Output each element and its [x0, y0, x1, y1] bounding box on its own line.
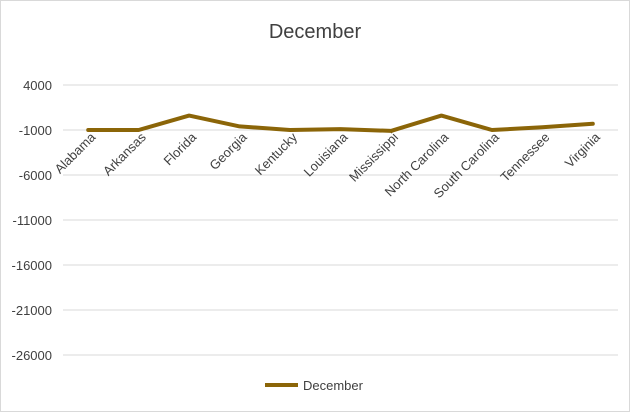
x-tick-label: Florida: [161, 129, 200, 168]
y-tick-label: -26000: [12, 348, 52, 363]
gridlines: [63, 84, 618, 356]
y-tick-label: -6000: [19, 168, 52, 183]
x-tick-label: Tennessee: [497, 130, 552, 185]
series-line: [86, 113, 595, 133]
y-tick-label: -16000: [12, 258, 52, 273]
x-tick-label: Virginia: [562, 129, 604, 171]
y-tick-label: -21000: [12, 303, 52, 318]
chart-title: December: [269, 21, 362, 43]
x-axis-ticks: Alabama Arkansas Florida Georgia Kentucky Lou…: [51, 129, 603, 201]
y-axis-ticks: 4000 -1000 -6000 -11000 -16000 -21000 -26000: [12, 78, 52, 363]
legend: December: [265, 378, 364, 393]
x-tick-label: Alabama: [51, 129, 98, 176]
legend-label: December: [303, 378, 364, 393]
x-tick-label: Kentucky: [252, 129, 301, 178]
y-tick-label: 4000: [23, 78, 52, 93]
x-tick-label: Arkansas: [100, 129, 149, 178]
x-tick-label: Louisiana: [301, 129, 352, 180]
series-layer: [86, 113, 595, 133]
x-tick-label: Georgia: [206, 129, 250, 173]
y-tick-label: -11000: [12, 213, 52, 228]
y-tick-label: -1000: [19, 123, 52, 138]
